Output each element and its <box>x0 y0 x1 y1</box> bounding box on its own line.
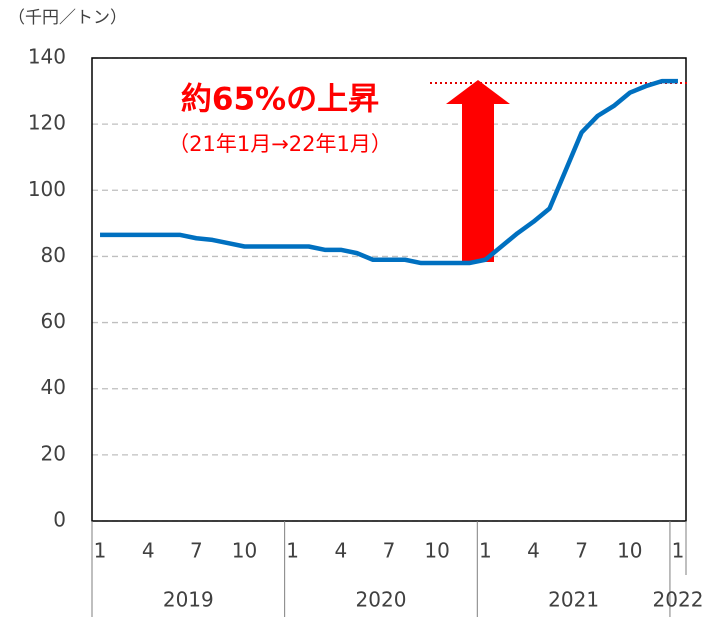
annotation: 約65%の上昇 <box>181 82 379 118</box>
rise-arrow <box>446 80 510 262</box>
y-tick-label: 40 <box>41 375 66 399</box>
x-group-label: 2021 <box>548 588 599 612</box>
x-group-label: 2022 <box>653 588 704 612</box>
unit-label: （千円／トン） <box>8 8 127 28</box>
x-tick-label: 1 <box>94 539 107 563</box>
y-tick-label: 20 <box>41 441 66 465</box>
x-tick-label: 10 <box>424 539 449 563</box>
y-tick-label: 0 <box>53 508 66 532</box>
y-tick-label: 120 <box>28 111 66 135</box>
x-tick-label: 7 <box>190 539 203 563</box>
annotation-sub: （21年1月→22年1月） <box>168 132 392 156</box>
x-tick-label: 10 <box>232 539 257 563</box>
x-tick-label: 1 <box>672 539 685 563</box>
x-tick-label: 4 <box>527 539 540 563</box>
x-group-label: 2019 <box>163 588 214 612</box>
x-tick-label: 10 <box>617 539 642 563</box>
x-tick-label: 7 <box>383 539 396 563</box>
x-tick-label: 1 <box>286 539 299 563</box>
y-tick-label: 140 <box>28 45 66 69</box>
y-tick-label: 80 <box>41 243 66 267</box>
x-group-label: 2020 <box>356 588 407 612</box>
data-line <box>100 78 678 266</box>
x-tick-label: 4 <box>142 539 155 563</box>
y-tick-label: 100 <box>28 177 66 201</box>
y-tick-label: 60 <box>41 309 66 333</box>
plot-frame <box>91 57 687 522</box>
x-tick-label: 1 <box>479 539 492 563</box>
x-tick-label: 7 <box>575 539 588 563</box>
x-tick-label: 4 <box>334 539 347 563</box>
